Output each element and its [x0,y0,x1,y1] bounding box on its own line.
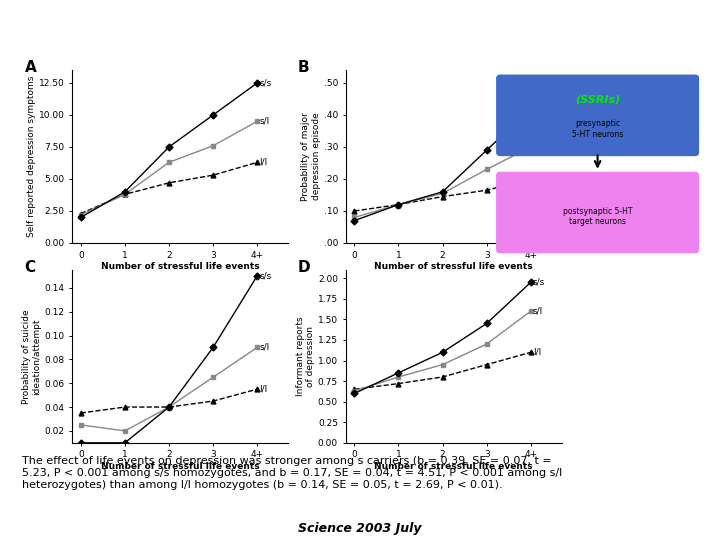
Text: s/l: s/l [533,143,543,152]
Text: s/l: s/l [259,117,269,126]
Text: C: C [24,260,35,275]
Text: s/l: s/l [259,343,269,352]
Y-axis label: Self reported depression symptoms: Self reported depression symptoms [27,76,36,237]
Text: presynaptic
5-HT neurons: presynaptic 5-HT neurons [572,119,624,139]
Text: (SSRIs): (SSRIs) [575,95,620,105]
Y-axis label: Informant reports
of depression: Informant reports of depression [296,316,315,396]
Text: l/l: l/l [259,158,268,167]
Text: l/l: l/l [533,348,541,357]
Text: A: A [24,60,36,75]
Text: Science 2003 July: Science 2003 July [298,522,422,535]
X-axis label: Number of stressful life events: Number of stressful life events [101,262,259,272]
Text: s/s: s/s [533,104,545,113]
X-axis label: Number of stressful life events: Number of stressful life events [101,462,259,471]
Text: The effect of life events on depression was stronger among s carriers (b = 0.39,: The effect of life events on depression … [22,456,562,489]
FancyBboxPatch shape [496,75,699,156]
Text: s/s: s/s [533,278,545,287]
Y-axis label: Probability of major
depression episode: Probability of major depression episode [302,112,321,201]
Text: l/l: l/l [259,384,268,394]
FancyBboxPatch shape [496,172,699,253]
Text: s/s: s/s [259,78,271,87]
X-axis label: Number of stressful life events: Number of stressful life events [374,262,533,272]
Text: l/l: l/l [533,174,541,184]
Text: s/l: s/l [533,307,543,316]
Text: B: B [298,60,310,75]
Text: s/s: s/s [259,272,271,280]
Y-axis label: Probability of suicide
ideation/attempt: Probability of suicide ideation/attempt [22,309,42,404]
Text: D: D [298,260,311,275]
Text: postsynaptic 5-HT
target neurons: postsynaptic 5-HT target neurons [563,207,632,226]
X-axis label: Number of stressful life events: Number of stressful life events [374,462,533,471]
